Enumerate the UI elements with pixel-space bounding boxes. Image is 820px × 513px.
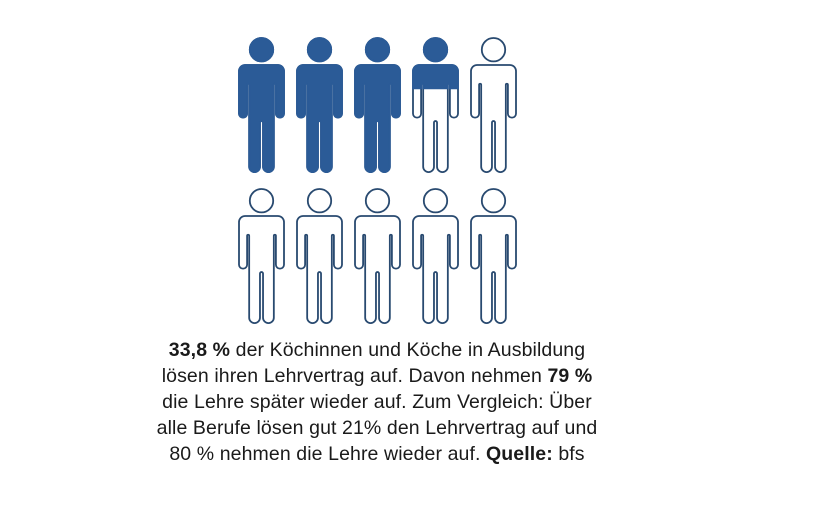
pictogram-row [237, 188, 517, 325]
caption-text: bfs [552, 443, 585, 465]
caption: 33,8 % der Köchinnen und Köche in Ausbil… [0, 337, 754, 467]
caption-line: 33,8 % der Köchinnen und Köche in Ausbil… [0, 337, 754, 363]
caption-highlight: 79 % [547, 365, 593, 387]
caption-line: alle Berufe lösen gut 21% den Lehrvertra… [0, 415, 754, 441]
caption-line: die Lehre später wieder auf. Zum Verglei… [0, 389, 754, 415]
person-icon-outline [469, 37, 517, 174]
caption-text: alle Berufe lösen gut 21% den Lehrvertra… [156, 417, 598, 439]
person-icon-outline [353, 188, 401, 325]
caption-text: die Lehre später wieder auf. Zum Verglei… [162, 391, 592, 413]
content-column: 33,8 % der Köchinnen und Köche in Ausbil… [0, 37, 754, 467]
person-icon-filled [353, 37, 401, 174]
person-icon-outline [237, 188, 285, 325]
person-icon-outline [295, 188, 343, 325]
person-icon-outline [469, 188, 517, 325]
caption-line: 80 % nehmen die Lehre wieder auf. Quelle… [0, 441, 754, 467]
caption-highlight: 33,8 % [168, 339, 231, 361]
caption-text: 80 % nehmen die Lehre wieder auf. [169, 443, 487, 465]
pictogram [237, 37, 517, 325]
person-icon-partial [411, 37, 459, 174]
pictogram-row [237, 37, 517, 174]
person-icon-outline [411, 188, 459, 325]
caption-text: der Köchinnen und Köche in Ausbildung [230, 339, 586, 361]
person-icon-filled [237, 37, 285, 174]
caption-highlight: Quelle: [486, 443, 553, 465]
caption-line: lösen ihren Lehrvertrag auf. Davon nehme… [0, 363, 754, 389]
person-icon-filled [295, 37, 343, 174]
caption-text: lösen ihren Lehrvertrag auf. Davon nehme… [161, 365, 548, 387]
